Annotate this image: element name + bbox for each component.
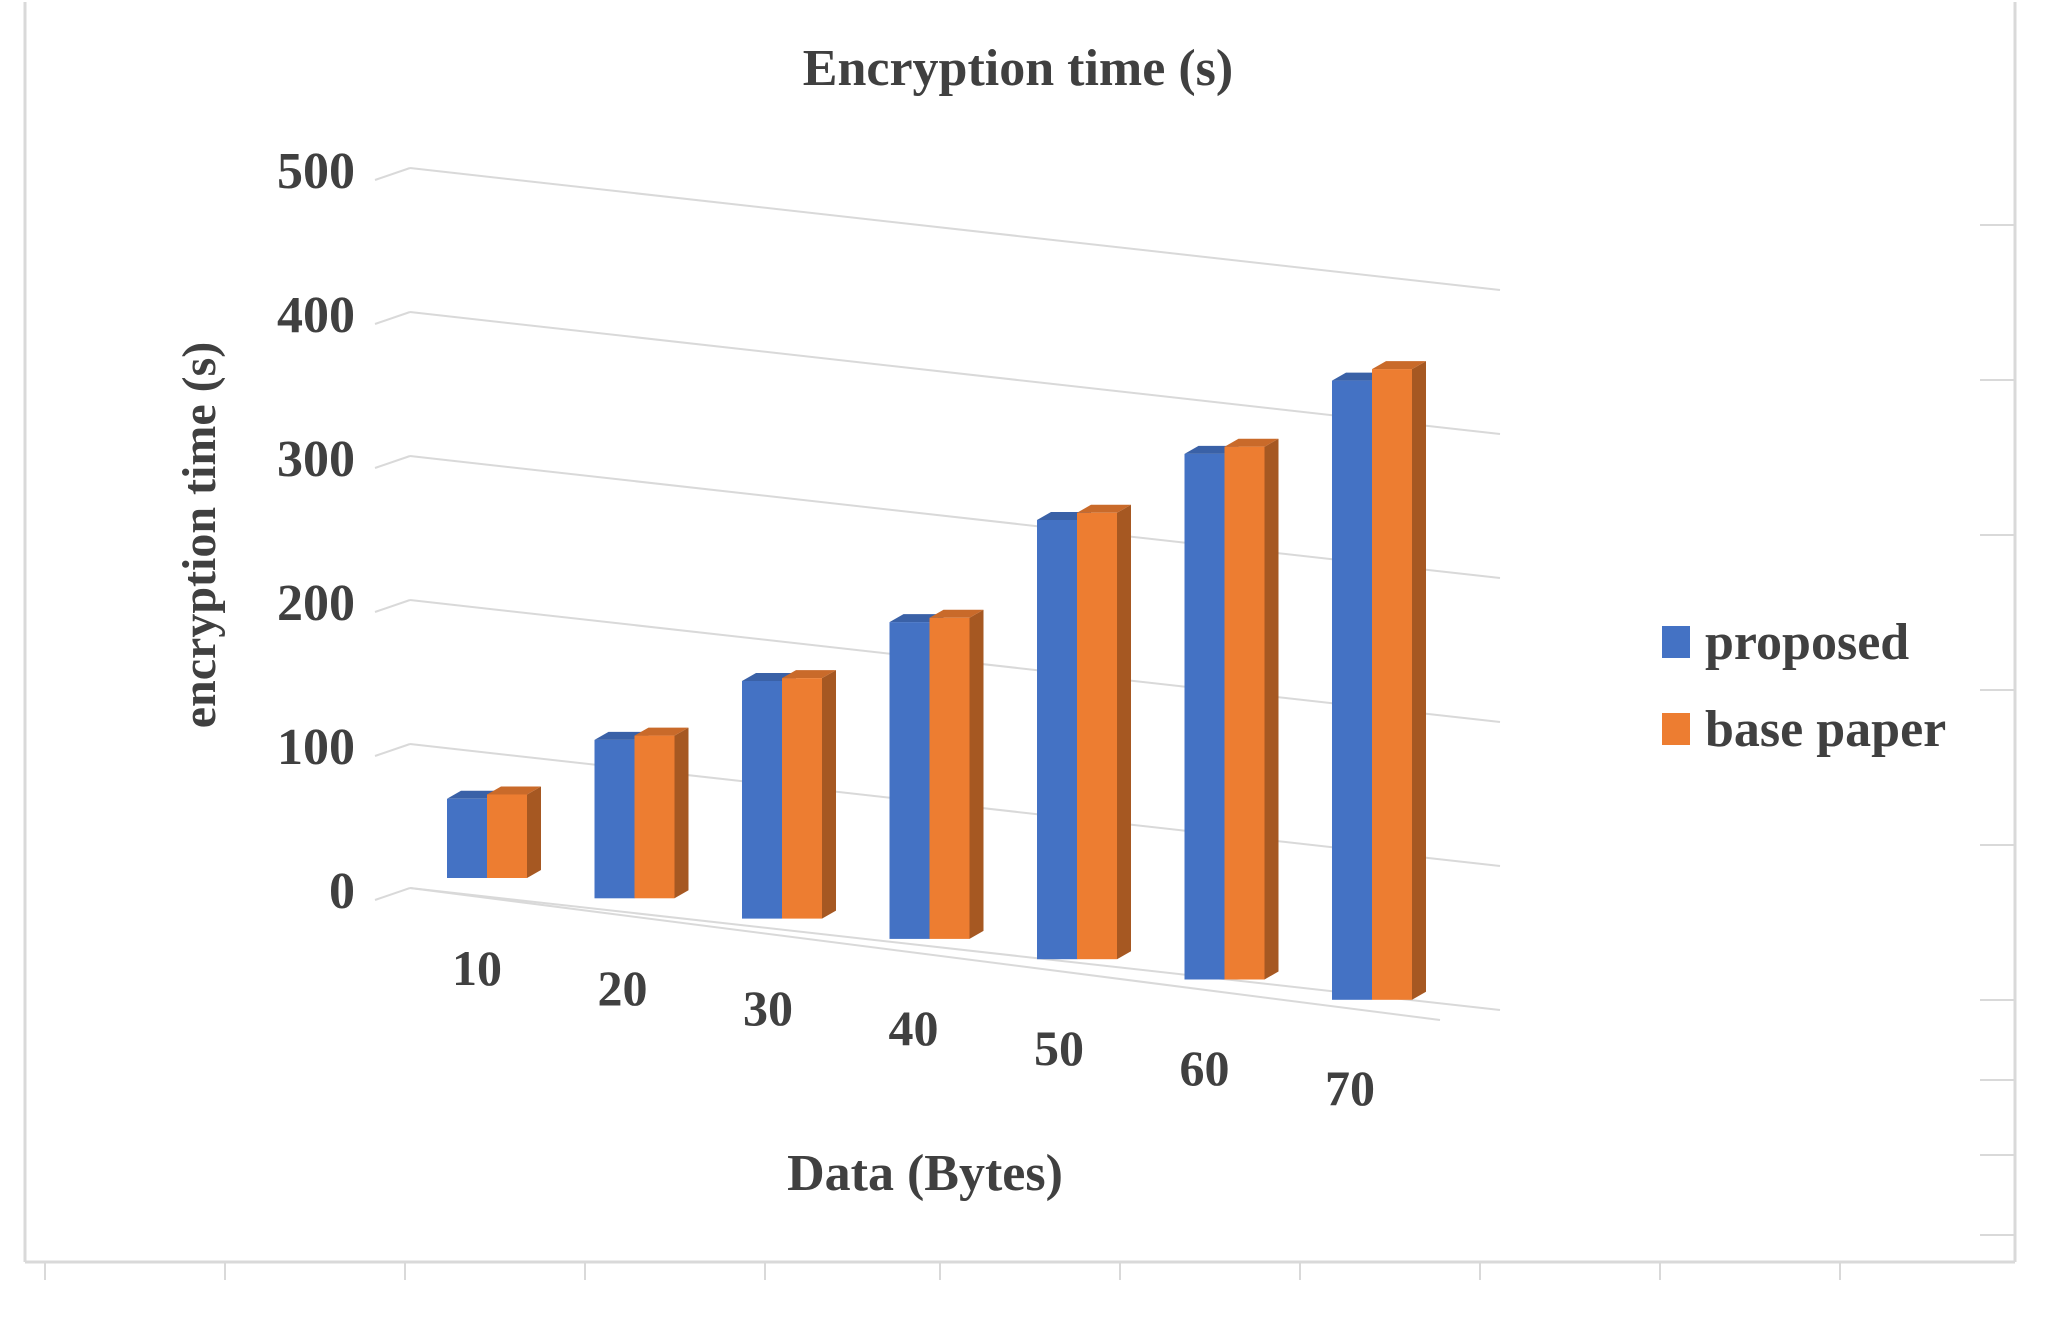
gridline-side <box>374 455 411 469</box>
bar-base-paper-40 <box>929 609 984 939</box>
floor-edge <box>409 887 1441 1021</box>
y-tick-label: 200 <box>277 575 355 632</box>
gridline-side <box>374 167 411 181</box>
legend-item: base paper <box>1662 701 1946 758</box>
gridline <box>409 455 1501 579</box>
x-tick-label: 10 <box>452 940 502 996</box>
gridline-side <box>374 599 411 613</box>
gridline <box>409 311 1501 435</box>
gridline <box>409 887 1501 1011</box>
x-tick-label: 20 <box>598 960 648 1016</box>
bar-base-paper-10 <box>487 786 541 878</box>
legend-swatch <box>1662 713 1690 745</box>
x-axis-ticks: 10 20 30 40 50 60 70 <box>452 940 1375 1116</box>
bar-base-paper-20 <box>634 727 689 899</box>
x-tick-label: 30 <box>743 980 793 1036</box>
y-tick-label: 400 <box>277 287 355 344</box>
x-axis-label: Data (Bytes) <box>787 1145 1063 1202</box>
chart-title: Encryption time (s) <box>803 40 1233 97</box>
x-tick-label: 70 <box>1325 1060 1375 1116</box>
y-tick-label: 500 <box>277 143 355 200</box>
bar-base-paper-60 <box>1224 438 1279 980</box>
x-tick-label: 60 <box>1180 1040 1230 1096</box>
legend-label: proposed <box>1705 614 1909 671</box>
gridline <box>409 167 1501 291</box>
y-tick-label: 0 <box>329 863 355 920</box>
bar-base-paper-50 <box>1077 504 1131 960</box>
bar-base-paper-30 <box>782 670 836 919</box>
legend-label: base paper <box>1705 701 1946 758</box>
gridline-side <box>374 743 411 757</box>
legend-swatch <box>1662 626 1690 658</box>
legend: proposed base paper <box>1662 614 1946 758</box>
y-axis-label: encryption time (s) <box>173 342 226 729</box>
gridline-side <box>374 311 411 325</box>
bars <box>447 361 1426 1000</box>
x-tick-label: 40 <box>889 1000 939 1056</box>
y-axis-ticks: 0 100 200 300 400 500 <box>277 143 355 920</box>
legend-item: proposed <box>1662 614 1909 671</box>
x-tick-label: 50 <box>1034 1020 1084 1076</box>
bar-base-paper-70 <box>1372 361 1426 1000</box>
gridline-side <box>374 887 411 901</box>
y-tick-label: 300 <box>277 431 355 488</box>
y-tick-label: 100 <box>277 719 355 776</box>
